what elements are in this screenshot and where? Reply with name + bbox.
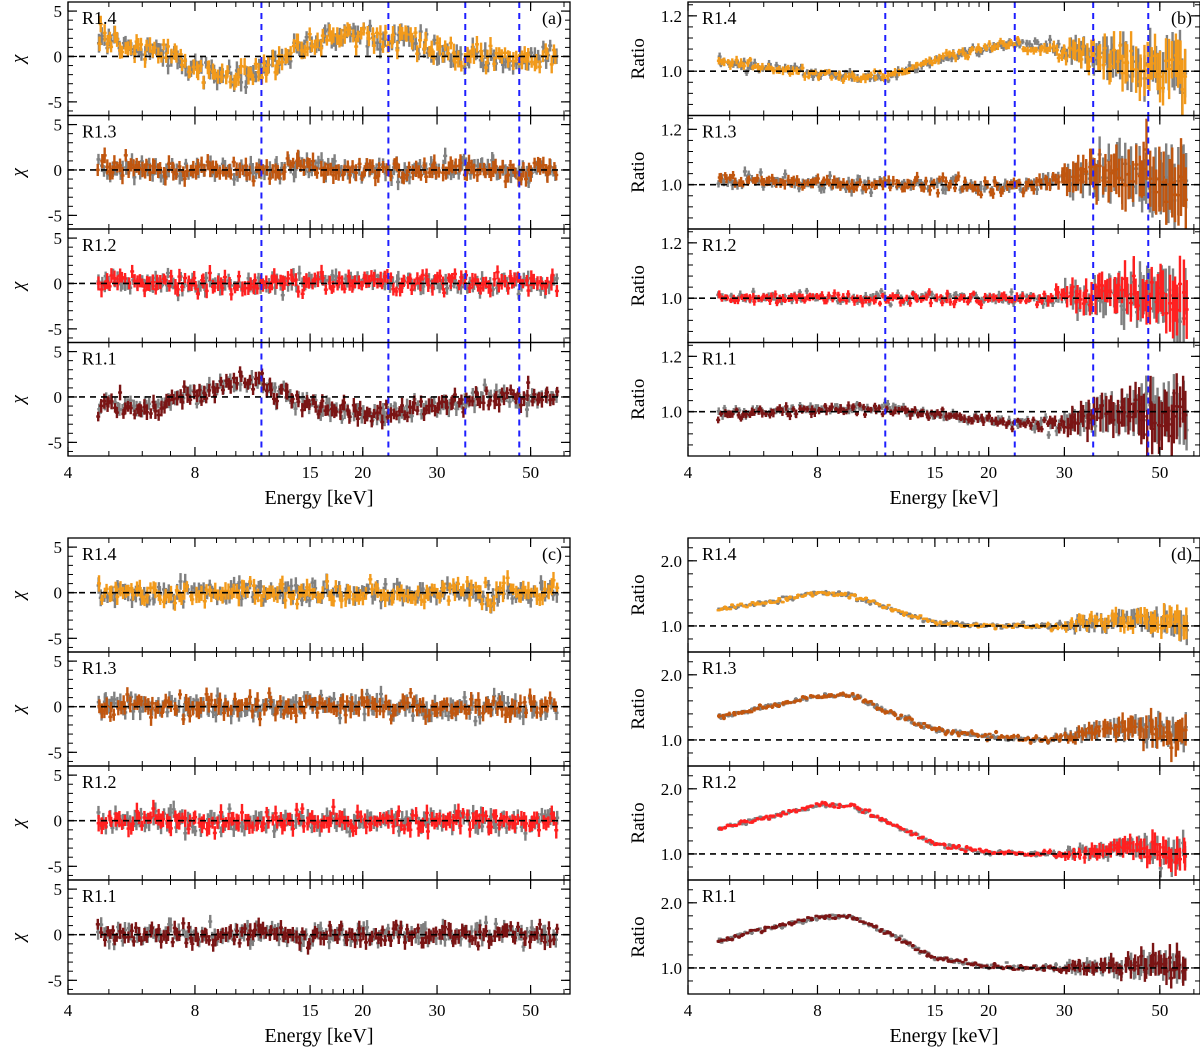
y-tick-label: 1.2 <box>661 7 682 26</box>
y-axis-label: χ <box>8 54 29 65</box>
x-tick-label: 20 <box>354 463 371 482</box>
data-points <box>96 366 560 430</box>
y-tick-label: 5 <box>54 116 63 135</box>
data-points <box>96 15 559 94</box>
data-points <box>716 118 1189 229</box>
x-tick-label: 8 <box>191 463 200 482</box>
data-points <box>716 27 1188 116</box>
subplot-a-R1.1: -5 0 5 R1.1 χ <box>8 341 571 457</box>
subplot-a-R1.2: -5 0 5 R1.2 χ <box>8 228 571 344</box>
y-tick-label: 1.0 <box>661 62 682 81</box>
y-tick-label: -5 <box>48 93 62 112</box>
panel-label: (b) <box>1171 8 1192 29</box>
data-points <box>95 147 559 191</box>
region-label: R1.2 <box>82 235 117 255</box>
y-tick-label: -5 <box>48 320 62 339</box>
y-tick-label: 0 <box>54 161 63 180</box>
y-tick-label: 5 <box>54 343 63 362</box>
subplot-frame <box>67 341 571 457</box>
y-tick-label: 0 <box>54 47 63 66</box>
y-tick-label: 5 <box>54 2 63 21</box>
x-axis-label: Energy [keV] <box>264 487 373 509</box>
panel-b: 1.0 1.2 R1.4 Ratio (b) 1.0 1.2 R1.3 Ratio 1.01.2 R… <box>628 1 1200 509</box>
subplot-b-R1.4: 1.0 1.2 R1.4 Ratio (b) <box>628 1 1200 117</box>
y-axis-label: χ <box>8 167 29 178</box>
y-tick-label: -5 <box>48 433 62 452</box>
y-tick-label: 0 <box>54 388 63 407</box>
y-tick-label: 0 <box>54 274 63 293</box>
x-tick-label: 15 <box>302 463 319 482</box>
region-label: R1.3 <box>82 122 117 142</box>
y-axis-label: Ratio <box>628 152 649 193</box>
subplot-a-R1.4: -5 0 5 R1.4 χ (a) <box>8 1 571 117</box>
y-axis-label: χ <box>8 281 29 292</box>
y-axis-label: Ratio <box>628 38 649 79</box>
region-label: R1.1 <box>82 349 117 369</box>
subplot-a-R1.3: -5 0 5 R1.3 χ <box>8 114 571 230</box>
region-label: R1.4 <box>702 8 737 28</box>
y-tick-label: -5 <box>48 206 62 225</box>
x-tick-label: 50 <box>522 463 539 482</box>
x-tick-label: 4 <box>64 463 73 482</box>
panel-label: (a) <box>542 8 562 29</box>
y-tick-label: 1.2 <box>661 120 682 139</box>
region-label: R1.4 <box>82 8 117 28</box>
y-axis-label: χ <box>8 394 29 405</box>
region-label: R1.3 <box>702 122 737 142</box>
panel-a: -5 0 5 R1.4 χ (a) -5 0 5 R1.3 χ -5 0 5 R1.2 χ -5 0 5 R1.1 χ 4… <box>8 1 571 509</box>
y-tick-label: 1.0 <box>661 176 682 195</box>
subplot-b-R1.3: 1.0 1.2 R1.3 Ratio <box>628 114 1200 230</box>
x-tick-label: 30 <box>429 463 446 482</box>
y-tick-label: 5 <box>54 229 63 248</box>
